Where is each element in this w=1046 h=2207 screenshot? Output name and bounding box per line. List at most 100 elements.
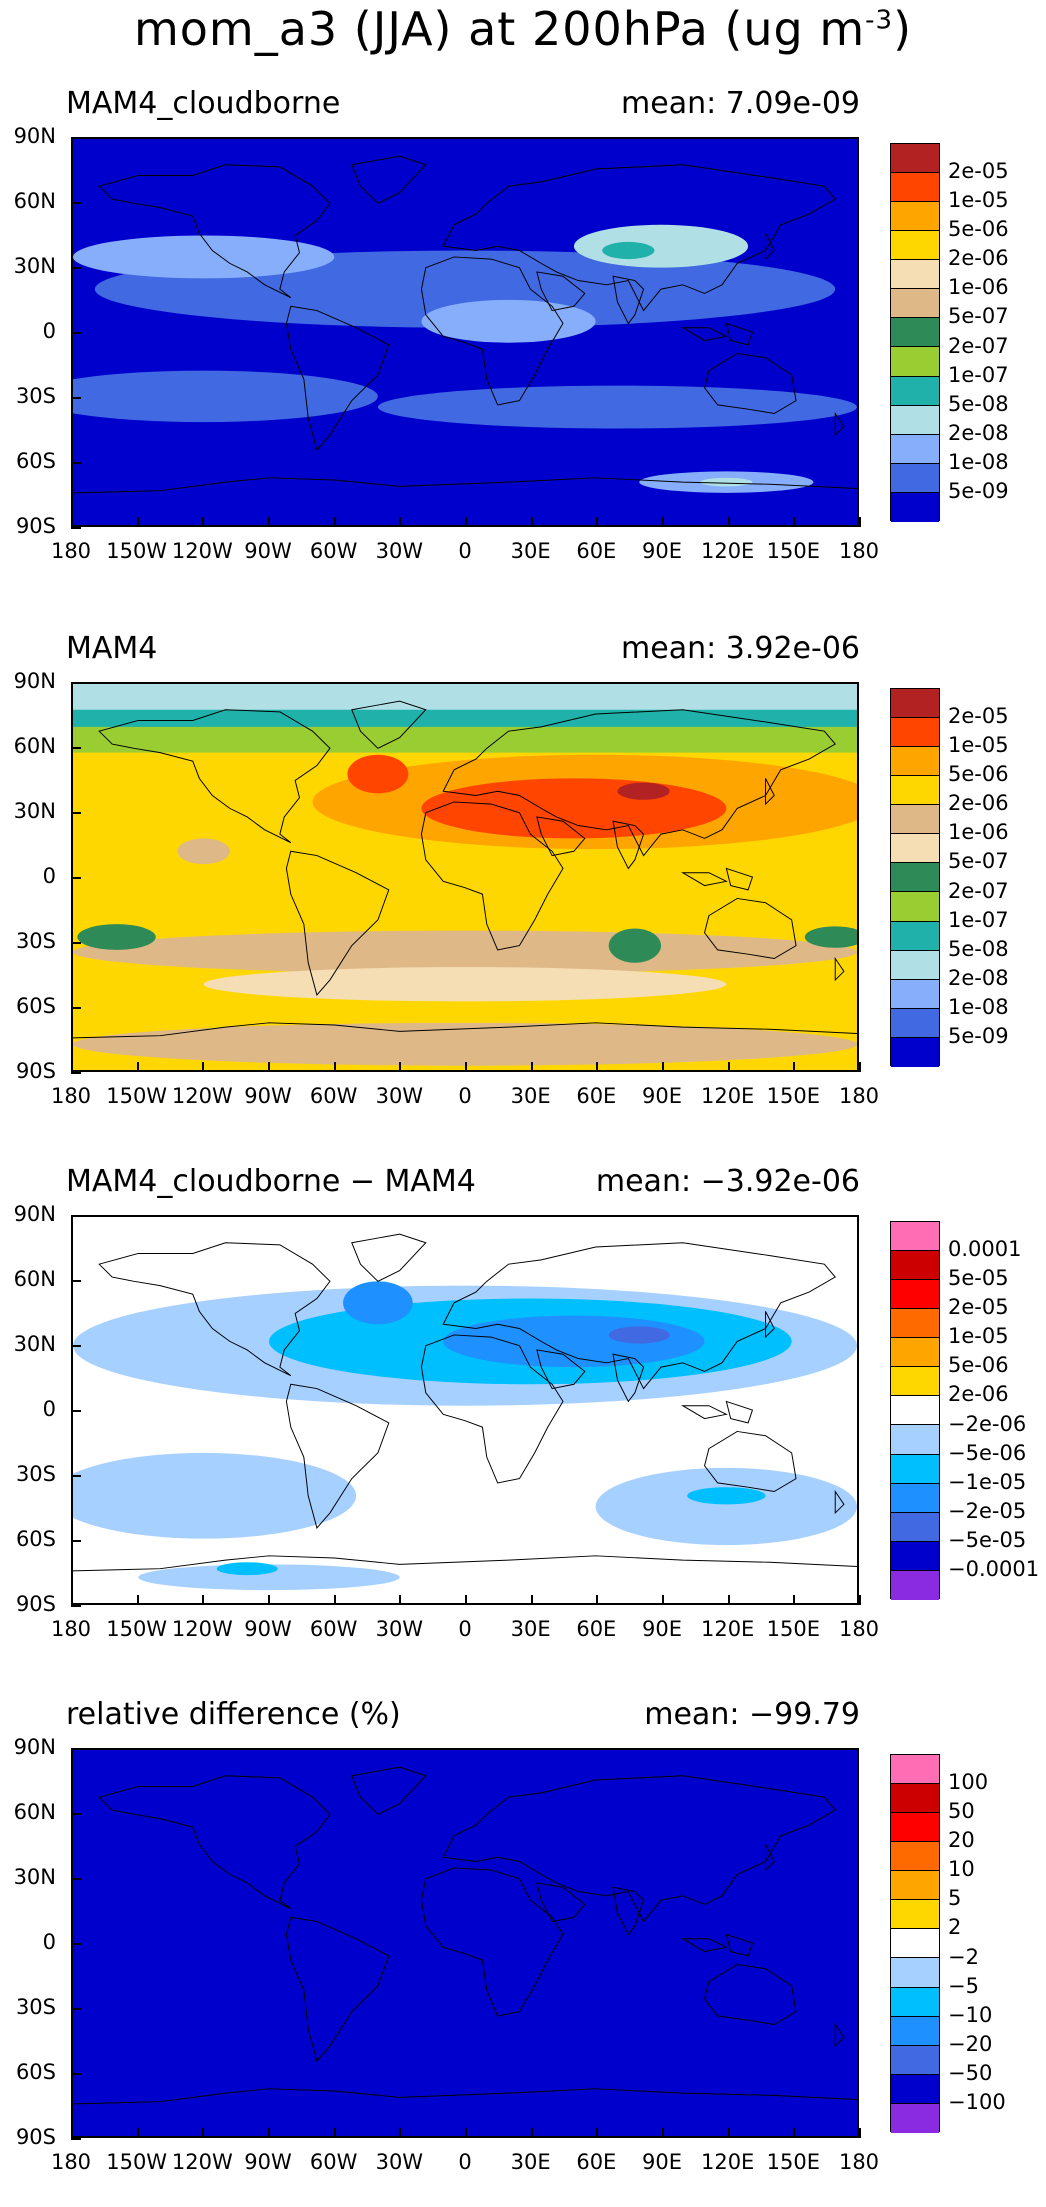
- lat-tick-label: 30S: [15, 384, 56, 408]
- panel-title: MAM4: [66, 631, 158, 666]
- lon-tick-label: 90E: [642, 539, 682, 563]
- lat-tick: [71, 1605, 81, 1607]
- lon-tick-label: 30E: [510, 539, 551, 563]
- lat-tick-label: 90S: [15, 1592, 56, 1616]
- lon-tick: [596, 517, 599, 527]
- lon-tick: [71, 517, 73, 527]
- contour-fill: [73, 684, 857, 715]
- colorbar-swatch: [891, 1483, 939, 1513]
- lat-tick: [71, 202, 81, 204]
- contour-fill: [216, 1562, 278, 1576]
- contour-fill: [617, 782, 670, 800]
- colorbar-level-label: 1e-08: [948, 994, 1009, 1019]
- lon-tick: [399, 1595, 402, 1605]
- colorbar-level-label: 2e-06: [948, 791, 1009, 816]
- colorbar: [890, 143, 940, 522]
- contour-fill: [608, 1326, 670, 1344]
- map-plot: [71, 137, 859, 527]
- colorbar-swatch: [891, 718, 939, 748]
- lon-tick-label: 60W: [309, 1617, 358, 1641]
- map-field: [73, 684, 857, 1070]
- colorbar-swatch: [891, 260, 939, 290]
- colorbar-swatch: [891, 1929, 939, 1959]
- lon-tick: [465, 517, 467, 527]
- colorbar-swatch: [891, 2074, 939, 2104]
- lat-tick-label: 90S: [15, 1059, 56, 1083]
- contour-fill: [73, 1750, 857, 2136]
- lon-tick: [662, 1062, 664, 1072]
- colorbar-swatch: [891, 463, 939, 493]
- contour-fill: [804, 926, 857, 948]
- lat-tick: [71, 877, 81, 879]
- lon-tick: [859, 1595, 861, 1605]
- lon-tick: [268, 1062, 270, 1072]
- colorbar-swatch: [891, 1512, 939, 1542]
- colorbar-level-label: 5: [948, 1886, 962, 1911]
- panel-mean: mean: 7.09e-09: [621, 86, 860, 121]
- lon-tick: [465, 1062, 467, 1072]
- contour-fill: [73, 1022, 857, 1066]
- colorbar-swatch: [891, 1037, 939, 1067]
- lon-tick: [202, 517, 205, 527]
- colorbar-level-label: −0.0001: [948, 1556, 1040, 1581]
- colorbar-swatch: [891, 376, 939, 406]
- colorbar-swatch: [891, 1280, 939, 1310]
- lon-tick-label: 180: [838, 539, 880, 563]
- contour-fill: [73, 1217, 857, 1603]
- lat-tick: [71, 1878, 81, 1880]
- colorbar-swatch: [891, 1784, 939, 1814]
- colorbar-swatch: [891, 1570, 939, 1600]
- colorbar-swatch: [891, 1755, 939, 1785]
- colorbar-level-label: −2e-05: [948, 1498, 1027, 1523]
- lon-tick-label: 120W: [171, 1617, 233, 1641]
- colorbar-level-label: −5e-05: [948, 1527, 1027, 1552]
- lat-tick-label: 60S: [15, 994, 56, 1018]
- lon-tick-label: 0: [458, 1617, 472, 1641]
- contour-fill: [73, 726, 857, 753]
- lat-tick-label: 90N: [13, 1735, 56, 1759]
- lon-tick-label: 180: [838, 1084, 880, 1108]
- contour-fill: [377, 385, 857, 429]
- lon-tick: [859, 517, 861, 527]
- colorbar-level-label: 2e-07: [948, 333, 1009, 358]
- colorbar-swatch: [891, 144, 939, 174]
- colorbar-swatch: [891, 1222, 939, 1252]
- lat-tick: [71, 747, 81, 749]
- lat-tick-label: 60S: [15, 1527, 56, 1551]
- contour-fill: [443, 1315, 705, 1368]
- colorbar-level-label: 5e-06: [948, 1353, 1009, 1378]
- lat-tick: [71, 1280, 81, 1282]
- colorbar-swatch: [891, 318, 939, 348]
- lon-tick-label: 60W: [309, 539, 358, 563]
- contour-fill: [343, 1281, 413, 1325]
- lon-tick: [333, 2128, 336, 2138]
- contour-fill: [421, 299, 596, 343]
- lon-tick-label: 30W: [375, 2150, 424, 2174]
- map-panel-3: MAM4_cloudborne − MAM4 mean: −3.92e-06 90N…: [0, 1154, 1046, 1674]
- lon-tick: [333, 1062, 336, 1072]
- contour-fill: [77, 924, 156, 950]
- lon-tick: [530, 1595, 533, 1605]
- lon-tick-label: 30E: [510, 1084, 551, 1108]
- lat-tick-label: 60S: [15, 2060, 56, 2084]
- lat-tick: [71, 1475, 81, 1477]
- colorbar-level-label: −50: [948, 2060, 993, 2085]
- lat-tick: [71, 1943, 81, 1945]
- colorbar-swatch: [891, 289, 939, 319]
- colorbar-swatch: [891, 834, 939, 864]
- lon-tick-label: 60W: [309, 1084, 358, 1108]
- colorbar-swatch: [891, 892, 939, 922]
- lat-tick: [71, 332, 81, 334]
- lat-tick-label: 90S: [15, 2125, 56, 2149]
- map-field: [73, 1217, 857, 1603]
- lon-tick-label: 120E: [700, 1084, 755, 1108]
- colorbar-swatch: [891, 689, 939, 719]
- map-panel-2: MAM4 mean: 3.92e-06 90N 60N 30N 0 30S 60S 90S 180…: [0, 621, 1046, 1141]
- lon-tick: [859, 2128, 861, 2138]
- contour-fill: [73, 370, 378, 423]
- lon-tick: [136, 1062, 139, 1072]
- lon-tick-label: 180: [838, 2150, 880, 2174]
- colorbar-level-label: 2e-05: [948, 704, 1009, 729]
- colorbar-swatch: [891, 1900, 939, 1930]
- lon-tick-label: 90E: [642, 1617, 682, 1641]
